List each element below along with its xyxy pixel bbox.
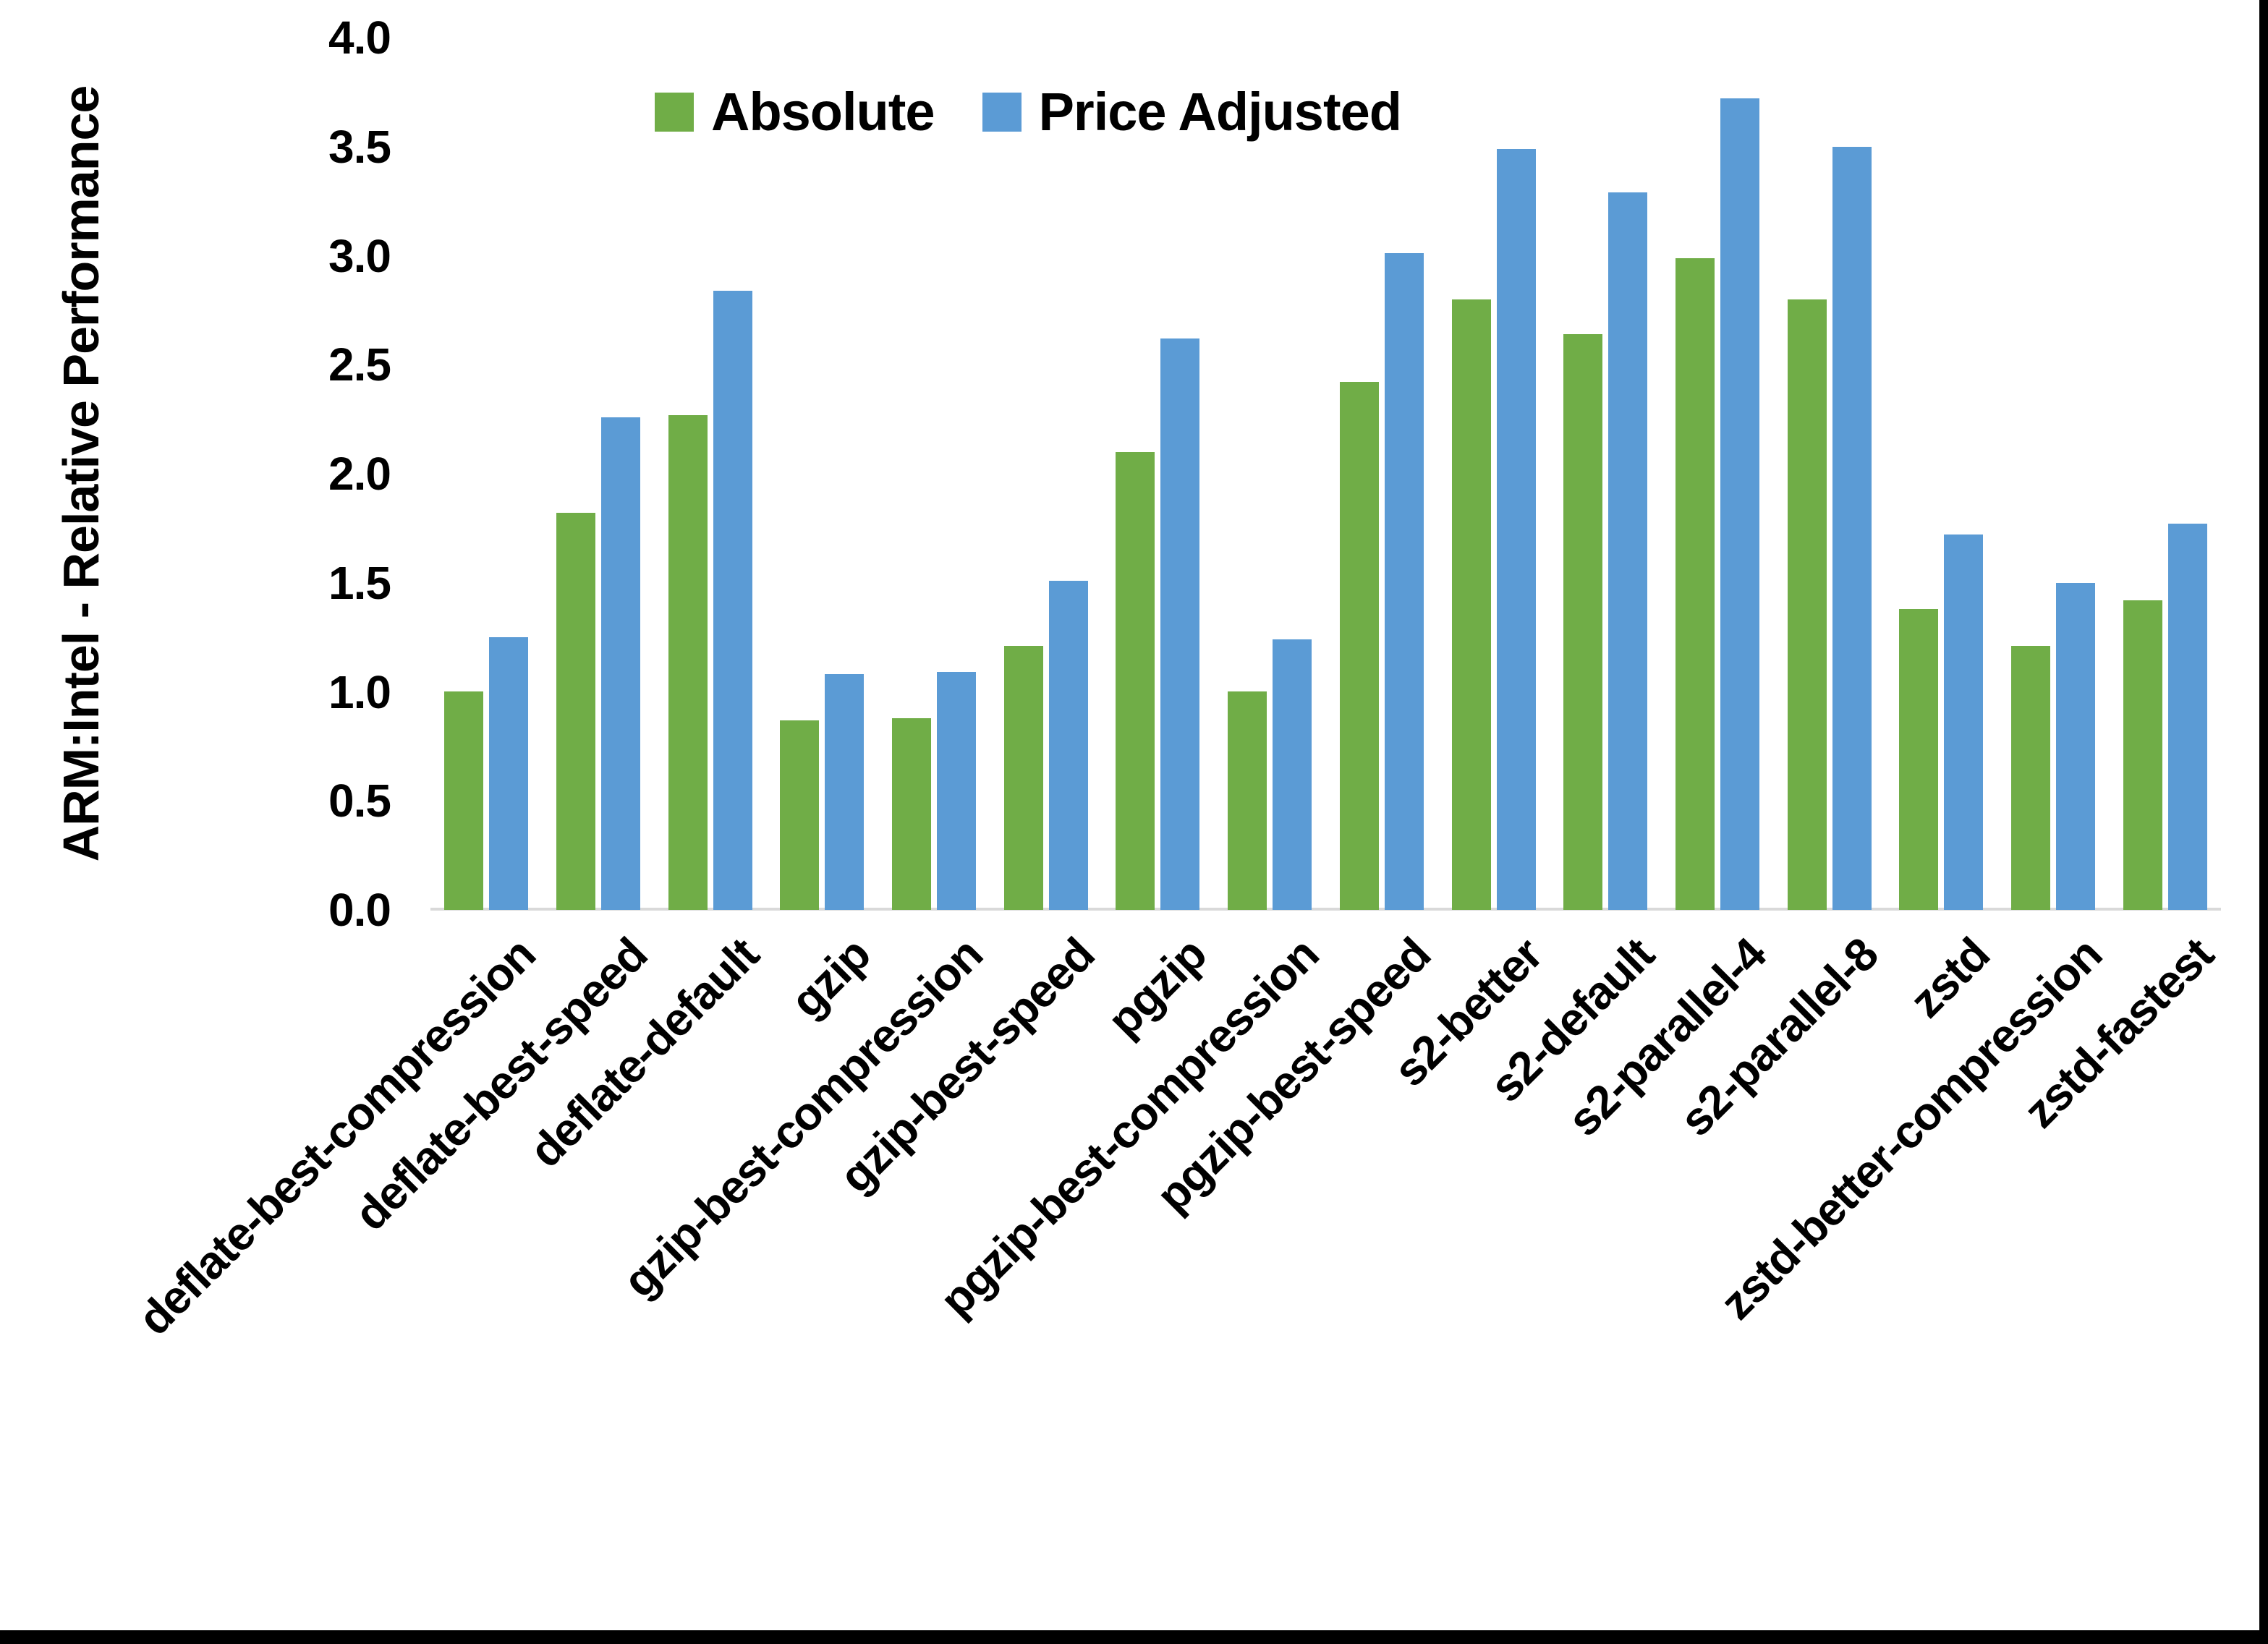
bar-absolute [1788, 299, 1827, 910]
bar-absolute [2123, 600, 2162, 910]
price-adjusted-color-swatch-icon [982, 92, 1022, 132]
bar-price-adjusted [1385, 253, 1424, 910]
bar-price-adjusted [489, 637, 528, 910]
window-edge-right [2259, 0, 2268, 1644]
bar-price-adjusted [2168, 524, 2207, 910]
y-tick-label: 3.0 [328, 229, 391, 282]
bar-absolute [668, 415, 708, 910]
bar-price-adjusted [2056, 583, 2095, 910]
bar-price-adjusted [1497, 149, 1536, 910]
category-label: gzip [781, 928, 880, 1028]
bar-absolute [1340, 382, 1379, 910]
bar-price-adjusted [713, 291, 752, 910]
bar-price-adjusted [1273, 639, 1312, 910]
category-label: zstd [1900, 928, 2000, 1028]
y-tick-label: 0.0 [328, 884, 391, 936]
y-tick-label: 2.5 [328, 338, 391, 391]
bar-absolute [1116, 452, 1155, 910]
legend-label-price-adjusted: Price Adjusted [1038, 82, 1402, 142]
bar-price-adjusted [825, 674, 864, 910]
legend-label-absolute: Absolute [711, 82, 935, 142]
bar-price-adjusted [1720, 98, 1759, 910]
y-tick-label: 4.0 [328, 12, 391, 64]
window-edge-bottom [0, 1630, 2268, 1644]
bar-absolute [1452, 299, 1491, 910]
bar-absolute [1563, 334, 1602, 910]
bar-absolute [780, 720, 819, 910]
bar-price-adjusted [1944, 534, 1983, 910]
x-axis-line [430, 908, 2221, 911]
y-tick-label: 0.5 [328, 775, 391, 827]
bar-price-adjusted [1160, 338, 1199, 910]
y-axis-title: ARM:Intel - Relative Performance [53, 85, 109, 862]
bar-absolute [444, 691, 483, 910]
bar-absolute [556, 513, 595, 910]
bar-absolute [892, 718, 931, 910]
bar-price-adjusted [1832, 147, 1872, 910]
bar-absolute [1004, 646, 1043, 910]
bar-absolute [2011, 646, 2050, 910]
legend-item-absolute: Absolute [655, 81, 935, 142]
bar-absolute [1899, 609, 1938, 910]
y-tick-label: 1.5 [328, 556, 391, 609]
legend: Absolute Price Adjusted [655, 81, 1402, 142]
bar-price-adjusted [1049, 581, 1088, 910]
y-tick-label: 3.5 [328, 120, 391, 173]
bar-price-adjusted [937, 672, 976, 910]
bar-price-adjusted [601, 417, 640, 910]
legend-item-price-adjusted: Price Adjusted [982, 81, 1402, 142]
bar-absolute [1675, 258, 1715, 910]
bar-absolute [1228, 691, 1267, 910]
y-tick-label: 2.0 [328, 448, 391, 500]
absolute-color-swatch-icon [655, 92, 694, 132]
bar-price-adjusted [1608, 192, 1647, 910]
y-tick-label: 1.0 [328, 665, 391, 718]
